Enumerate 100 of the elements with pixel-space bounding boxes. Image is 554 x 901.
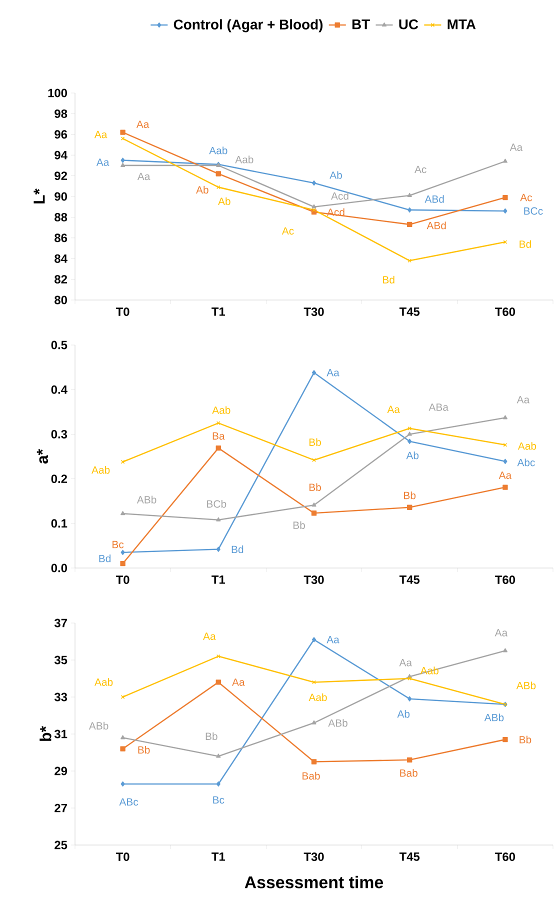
y-tick-label: 37: [54, 618, 67, 628]
data-label: BCc: [524, 207, 543, 215]
data-label: Ab: [397, 710, 410, 718]
data-label: Aa: [326, 636, 340, 644]
data-label: ABb: [484, 714, 504, 722]
x-tick-label: T30: [304, 576, 324, 584]
x-tick-label: T0: [116, 852, 130, 861]
y-tick-label: 92: [54, 172, 67, 180]
data-label: Aab: [420, 666, 438, 674]
x-tick-label: T60: [495, 852, 516, 861]
data-label: Bb: [309, 483, 321, 491]
data-label: ABa: [428, 404, 448, 411]
data-label: Bd: [99, 554, 111, 562]
y-tick-label: 98: [54, 109, 68, 118]
data-label: Ab: [330, 171, 342, 179]
data-label: Aa: [494, 629, 508, 636]
y-axis-title: L*: [34, 188, 45, 204]
x-tick-label: T30: [304, 308, 324, 316]
data-label: Aa: [96, 158, 110, 166]
y-tick-label: 0.0: [51, 564, 67, 572]
y-axis-title: b*: [40, 726, 52, 741]
y-tick-label: 27: [54, 804, 67, 812]
data-label: Bb: [293, 521, 305, 529]
data-label: Aab: [209, 146, 228, 154]
data-label: Bb: [206, 732, 218, 740]
x-tick-label: T45: [399, 576, 420, 584]
legend-label: UC: [399, 19, 418, 30]
x-tick-label: T60: [495, 308, 516, 316]
data-label: Bb: [309, 438, 321, 446]
data-label: Aa: [399, 659, 412, 666]
y-tick-label: 0.4: [51, 385, 68, 394]
x-tick-label: T0: [116, 308, 130, 316]
data-label: Aa: [136, 120, 150, 128]
x-axis-title: Assessment time: [244, 876, 384, 888]
data-label: Aa: [232, 678, 245, 686]
data-label: Aa: [94, 130, 108, 138]
data-label: Acd: [331, 192, 348, 200]
y-axis-title: a*: [36, 448, 48, 464]
data-label: Aab: [92, 466, 110, 474]
y-tick-label: 86: [54, 234, 68, 242]
x-tick-label: T60: [495, 576, 516, 584]
data-label: Bc: [112, 540, 124, 548]
data-label: Ab: [406, 452, 419, 460]
data-label: Aa: [387, 406, 400, 414]
data-label: Aab: [518, 442, 536, 450]
data-label: Ba: [212, 432, 225, 440]
y-tick-label: 0.2: [51, 474, 68, 484]
y-tick-label: 0.1: [51, 519, 68, 528]
data-label: ABd: [426, 222, 446, 230]
x-tick-label: T30: [304, 852, 324, 862]
y-tick-label: 100: [48, 88, 67, 98]
data-label: ABc: [119, 798, 138, 806]
legend-label: Control (Agar + Blood): [174, 19, 323, 32]
x-tick-label: T1: [212, 308, 226, 316]
x-tick-label: T0: [116, 576, 130, 584]
data-label: Aab: [235, 156, 254, 164]
data-label: Aa: [326, 369, 340, 376]
data-label: Bb: [138, 746, 150, 754]
legend-label: MTA: [448, 19, 476, 30]
y-tick-label: 25: [54, 840, 68, 850]
data-label: Bb: [404, 492, 416, 500]
data-label: Bb: [520, 736, 532, 744]
y-tick-label: 90: [54, 192, 67, 201]
data-label: ABd: [424, 195, 444, 203]
data-label: BCb: [207, 500, 226, 508]
y-tick-label: 82: [54, 275, 67, 284]
data-label: Ac: [282, 227, 294, 235]
data-label: Bc: [213, 796, 224, 804]
y-tick-label: 94: [54, 150, 68, 160]
y-tick-label: 88: [54, 212, 68, 222]
y-tick-label: 96: [54, 130, 68, 139]
data-label: Aa: [137, 172, 150, 180]
data-label: ABb: [516, 682, 536, 690]
x-tick-label: T1: [212, 576, 226, 584]
data-label: Bd: [383, 276, 394, 284]
data-label: Ac: [414, 166, 426, 174]
y-tick-label: 0.3: [51, 430, 68, 438]
data-label: ABb: [136, 496, 156, 504]
legend-label: BT: [352, 19, 370, 30]
data-label: Bab: [400, 769, 418, 777]
data-label: Ac: [520, 194, 532, 202]
x-tick-label: T1: [212, 852, 226, 861]
data-label: Bab: [302, 772, 320, 780]
y-tick-label: 29: [54, 766, 68, 776]
y-tick-label: 0.5: [51, 340, 68, 350]
y-tick-label: 80: [54, 296, 67, 304]
data-label: Bd: [520, 240, 531, 248]
data-label: Aab: [94, 678, 113, 686]
data-label: Aab: [212, 406, 230, 414]
x-tick-label: T45: [399, 852, 420, 861]
data-label: Ab: [218, 197, 230, 206]
data-label: ABb: [328, 719, 348, 727]
y-tick-label: 33: [54, 692, 68, 702]
data-label: Aab: [308, 693, 327, 702]
data-label: Aa: [498, 472, 512, 479]
data-label: Ab: [196, 186, 208, 194]
y-tick-label: 31: [54, 730, 68, 738]
data-label: ABb: [88, 722, 108, 730]
y-tick-label: 84: [54, 254, 68, 263]
x-tick-label: T45: [399, 308, 420, 316]
